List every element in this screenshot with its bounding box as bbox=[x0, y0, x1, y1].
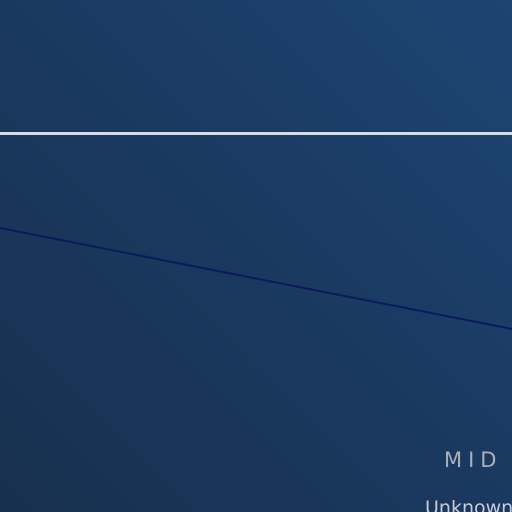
sub-label: Unknown bbox=[425, 497, 512, 512]
mid-label: MID bbox=[444, 448, 503, 472]
horizon-line bbox=[0, 132, 512, 135]
